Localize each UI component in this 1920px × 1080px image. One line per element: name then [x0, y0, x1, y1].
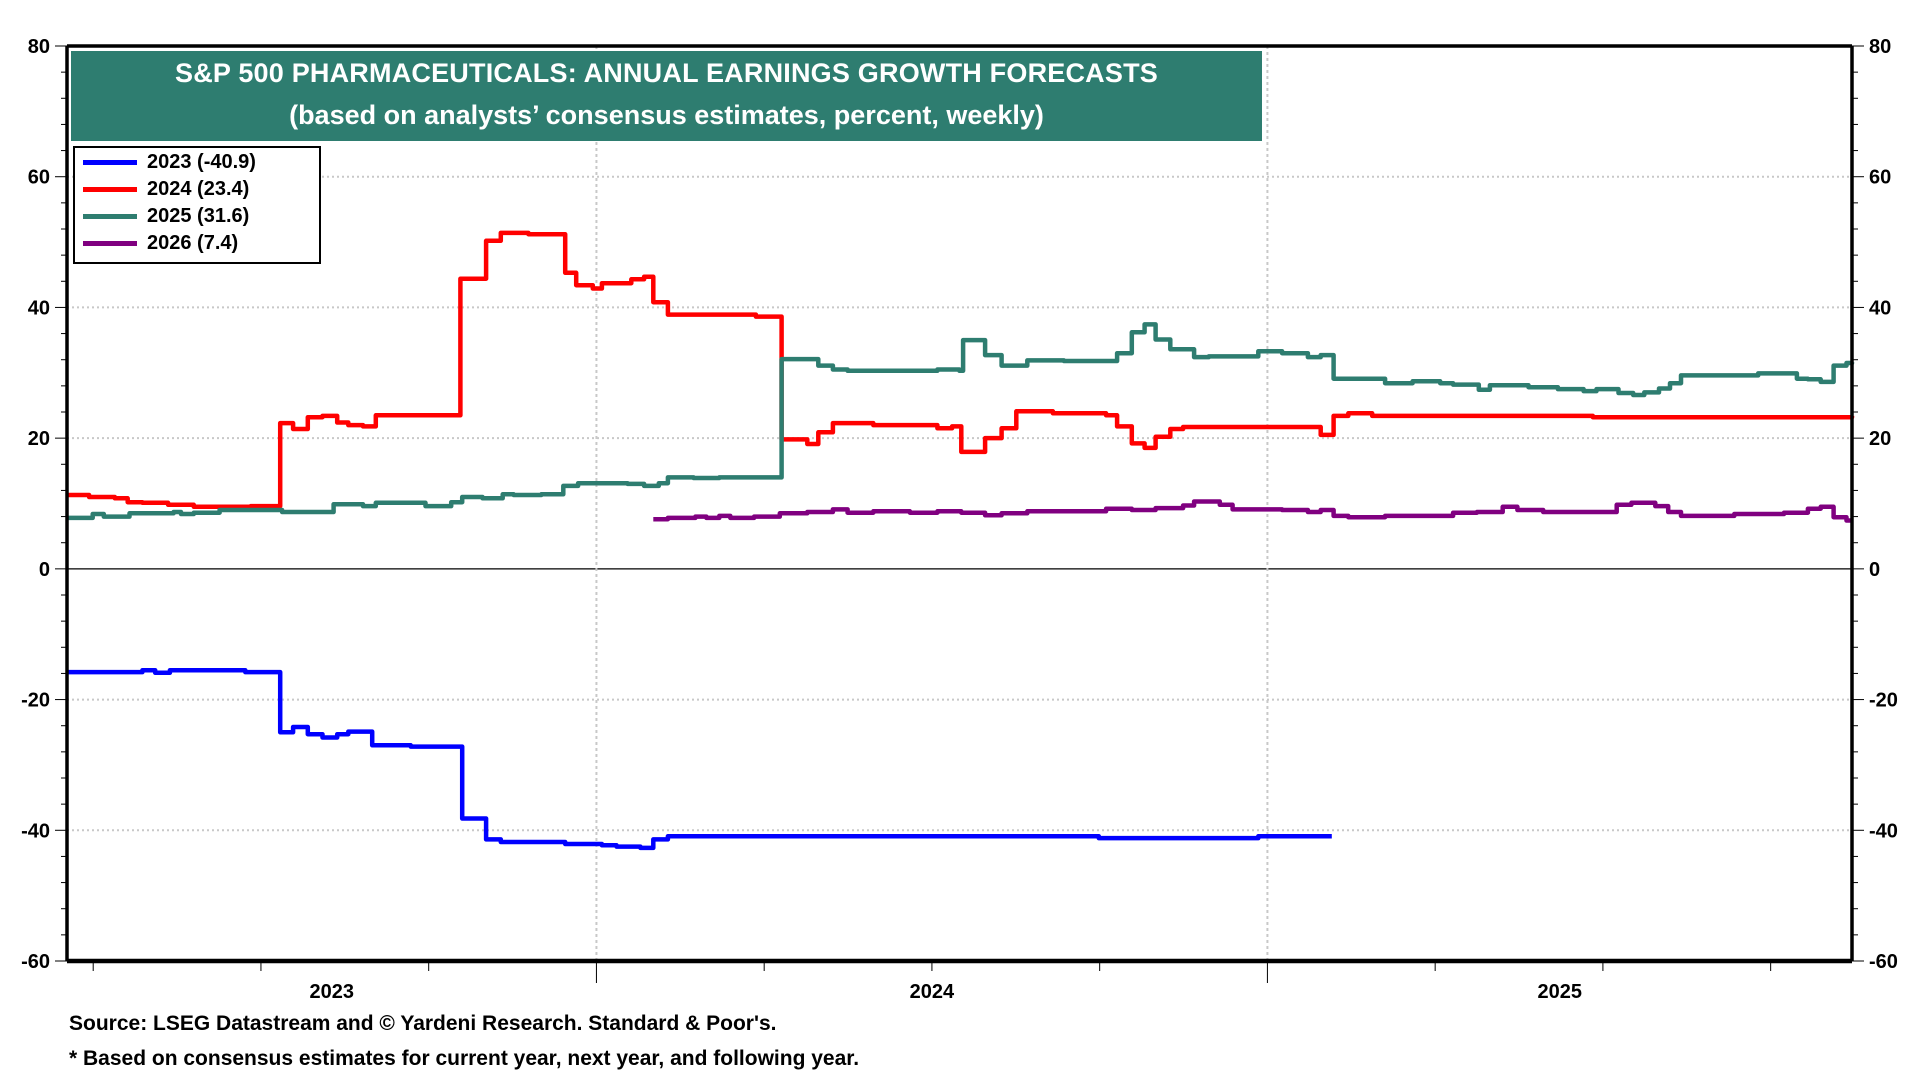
- y-tick-label-right: -20: [1869, 690, 1898, 712]
- y-tick-label-left: 20: [28, 428, 50, 450]
- chart-subtitle: (based on analysts’ consensus estimates,…: [289, 100, 1044, 130]
- y-tick-label-right: -40: [1869, 820, 1898, 842]
- x-tick-label: 2024: [910, 981, 955, 1003]
- axes: [65, 44, 1854, 964]
- y-tick-label-right: -60: [1869, 951, 1898, 973]
- chart-title: S&P 500 PHARMACEUTICALS: ANNUAL EARNINGS…: [175, 58, 1158, 88]
- y-tick-label-left: 40: [28, 297, 50, 319]
- legend-swatch-2025: [83, 213, 137, 219]
- y-tick-label-left: -20: [21, 690, 50, 712]
- y-tick-label-left: 80: [28, 36, 50, 58]
- legend-swatch-2026: [83, 240, 137, 246]
- y-tick-label-left: -60: [21, 951, 50, 973]
- ticks: 2023 2024 2025 80 60 40 20 0 -20 -40 -60 80 60 40 20 0 -…: [21, 36, 1898, 1003]
- x-tick-label: 2023: [309, 981, 354, 1003]
- legend-label-2026: 2026 (7.4): [147, 231, 239, 254]
- grid: [67, 46, 1852, 961]
- legend-item-2024: 2024 (23.4): [83, 176, 249, 202]
- y-tick-label-right: 60: [1869, 167, 1891, 189]
- legend-label-2024: 2024 (23.4): [147, 177, 250, 200]
- series-line-2025: [67, 322, 1855, 521]
- legend-label-2023: 2023 (-40.9): [147, 150, 256, 173]
- series-line-2023: [67, 667, 1332, 851]
- series-line-2026: [653, 499, 1852, 523]
- y-tick-label-left: 0: [39, 559, 50, 581]
- series-line-2024: [67, 230, 1855, 510]
- legend-label-2025: 2025 (31.6): [147, 204, 250, 227]
- series-layer: [67, 230, 1855, 851]
- source-note: Source: LSEG Datastream and © Yardeni Re…: [69, 1012, 777, 1035]
- legend: 2023 (-40.9) 2024 (23.4) 2025 (31.6) 202…: [73, 146, 321, 264]
- y-tick-label-right: 0: [1869, 559, 1880, 581]
- y-tick-label-left: -40: [21, 820, 50, 842]
- legend-item-2023: 2023 (-40.9): [83, 149, 256, 175]
- y-tick-label-left: 60: [28, 167, 50, 189]
- y-tick-label-right: 20: [1869, 428, 1891, 450]
- x-tick-label: 2025: [1537, 981, 1582, 1003]
- y-tick-label-right: 40: [1869, 297, 1891, 319]
- legend-swatch-2023: [83, 159, 137, 165]
- chart-title-box: S&P 500 PHARMACEUTICALS: ANNUAL EARNINGS…: [71, 51, 1262, 141]
- legend-item-2026: 2026 (7.4): [83, 230, 238, 256]
- y-tick-label-right: 80: [1869, 36, 1891, 58]
- legend-item-2025: 2025 (31.6): [83, 203, 249, 229]
- legend-swatch-2024: [83, 186, 137, 192]
- footnote: * Based on consensus estimates for curre…: [69, 1047, 860, 1070]
